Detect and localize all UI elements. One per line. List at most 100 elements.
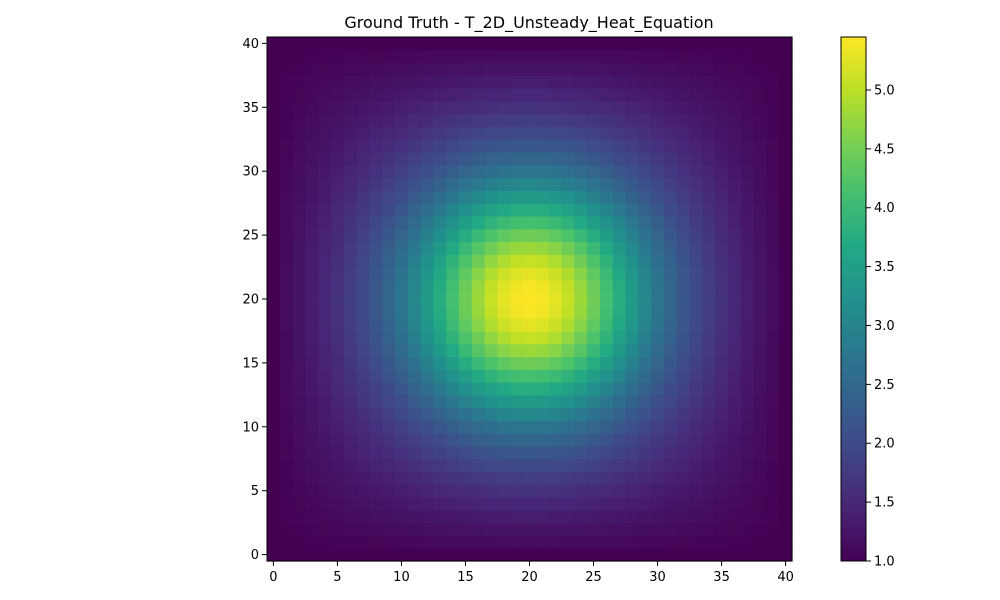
heatmap-cell	[497, 509, 511, 524]
heatmap-cell	[497, 433, 511, 447]
heatmap-cell	[548, 88, 563, 102]
heatmap-cell	[305, 471, 319, 485]
heatmap-cell	[331, 215, 345, 230]
heatmap-cell	[702, 49, 716, 64]
heatmap-cell	[689, 382, 703, 396]
heatmap-cell	[574, 215, 588, 230]
heatmap-cell	[663, 139, 678, 153]
heatmap-cell	[305, 445, 319, 460]
heatmap-cell	[676, 343, 691, 358]
heatmap-cell	[331, 152, 345, 166]
heatmap-cell	[548, 535, 563, 549]
heatmap-cell	[779, 164, 793, 179]
heatmap-cell	[395, 279, 409, 294]
heatmap-cell	[689, 190, 703, 204]
heatmap-cell	[343, 267, 358, 281]
heatmap-cell	[676, 548, 691, 562]
heatmap-cell	[497, 497, 511, 511]
heatmap-cell	[561, 356, 575, 370]
heatmap-cell	[676, 305, 691, 319]
heatmap-cell	[561, 228, 575, 243]
heatmap-cell	[574, 88, 588, 102]
heatmap-cell	[727, 382, 742, 396]
heatmap-cell	[382, 458, 396, 473]
heatmap-cell	[663, 126, 678, 140]
heatmap-cell	[510, 356, 524, 370]
heatmap-cell	[459, 356, 473, 370]
heatmap-cell	[292, 433, 307, 447]
heatmap-cell	[343, 369, 358, 383]
heatmap-cell	[484, 254, 499, 268]
heatmap-cell	[638, 88, 652, 102]
heatmap-cell	[689, 152, 703, 166]
heatmap-cell	[459, 407, 473, 422]
heatmap-cell	[663, 152, 678, 166]
heatmap-cell	[715, 522, 729, 537]
heatmap-cell	[459, 254, 473, 268]
heatmap-cell	[638, 177, 652, 191]
heatmap-cell	[305, 458, 319, 473]
heatmap-cell	[561, 164, 575, 179]
heatmap-cell	[740, 445, 755, 460]
heatmap-cell	[407, 164, 422, 179]
heatmap-cell	[676, 522, 691, 537]
heatmap-cell	[753, 215, 767, 230]
heatmap-cell	[548, 394, 563, 409]
heatmap-cell	[318, 203, 332, 217]
heatmap-cell	[651, 343, 665, 358]
heatmap-cell	[638, 318, 652, 332]
heatmap-cell	[446, 279, 460, 294]
heatmap-cell	[535, 330, 550, 345]
heatmap-cell	[459, 75, 473, 89]
heatmap-cell	[753, 356, 767, 370]
heatmap-cell	[587, 535, 601, 549]
heatmap-cell	[433, 279, 447, 294]
heatmap-cell	[676, 458, 691, 473]
heatmap-cell	[727, 241, 742, 255]
heatmap-cell	[292, 152, 307, 166]
heatmap-cell	[356, 420, 371, 434]
heatmap-cell	[548, 164, 563, 179]
heatmap-cell	[267, 228, 281, 243]
heatmap-cell	[599, 139, 614, 153]
heatmap-cell	[535, 164, 550, 179]
heatmap-cell	[702, 152, 716, 166]
heatmap-cell	[459, 458, 473, 473]
heatmap-cell	[343, 471, 358, 485]
heatmap-cell	[663, 228, 678, 243]
heatmap-cell	[625, 509, 639, 524]
heatmap-cell	[715, 190, 729, 204]
heatmap-cell	[689, 177, 703, 191]
heatmap-cell	[292, 509, 307, 524]
heatmap-cell	[574, 305, 588, 319]
heatmap-cell	[625, 88, 639, 102]
heatmap-cell	[651, 356, 665, 370]
heatmap-cell	[523, 241, 537, 255]
heatmap-cell	[663, 522, 678, 537]
heatmap-cell	[279, 190, 294, 204]
heatmap-cell	[497, 407, 511, 422]
heatmap-cell	[638, 49, 652, 64]
heatmap-cell	[727, 62, 742, 76]
heatmap-cell	[279, 407, 294, 422]
heatmap-cell	[420, 62, 435, 76]
heatmap-cell	[267, 88, 281, 102]
heatmap-cell	[318, 330, 332, 345]
heatmap-cell	[484, 497, 499, 511]
heatmap-cell	[663, 177, 678, 191]
heatmap-cell	[497, 88, 511, 102]
heatmap-cell	[561, 330, 575, 345]
heatmap-cell	[638, 100, 652, 115]
heatmap-cell	[702, 407, 716, 422]
heatmap-cell	[279, 177, 294, 191]
heatmap-cell	[548, 139, 563, 153]
heatmap-cell	[535, 305, 550, 319]
heatmap-cell	[574, 433, 588, 447]
heatmap-cell	[446, 177, 460, 191]
heatmap-cell	[612, 113, 627, 128]
heatmap-cell	[599, 292, 614, 306]
heatmap-cell	[305, 343, 319, 358]
heatmap-cell	[612, 484, 627, 498]
heatmap-cell	[305, 215, 319, 230]
y-tick-label: 30	[242, 165, 259, 180]
